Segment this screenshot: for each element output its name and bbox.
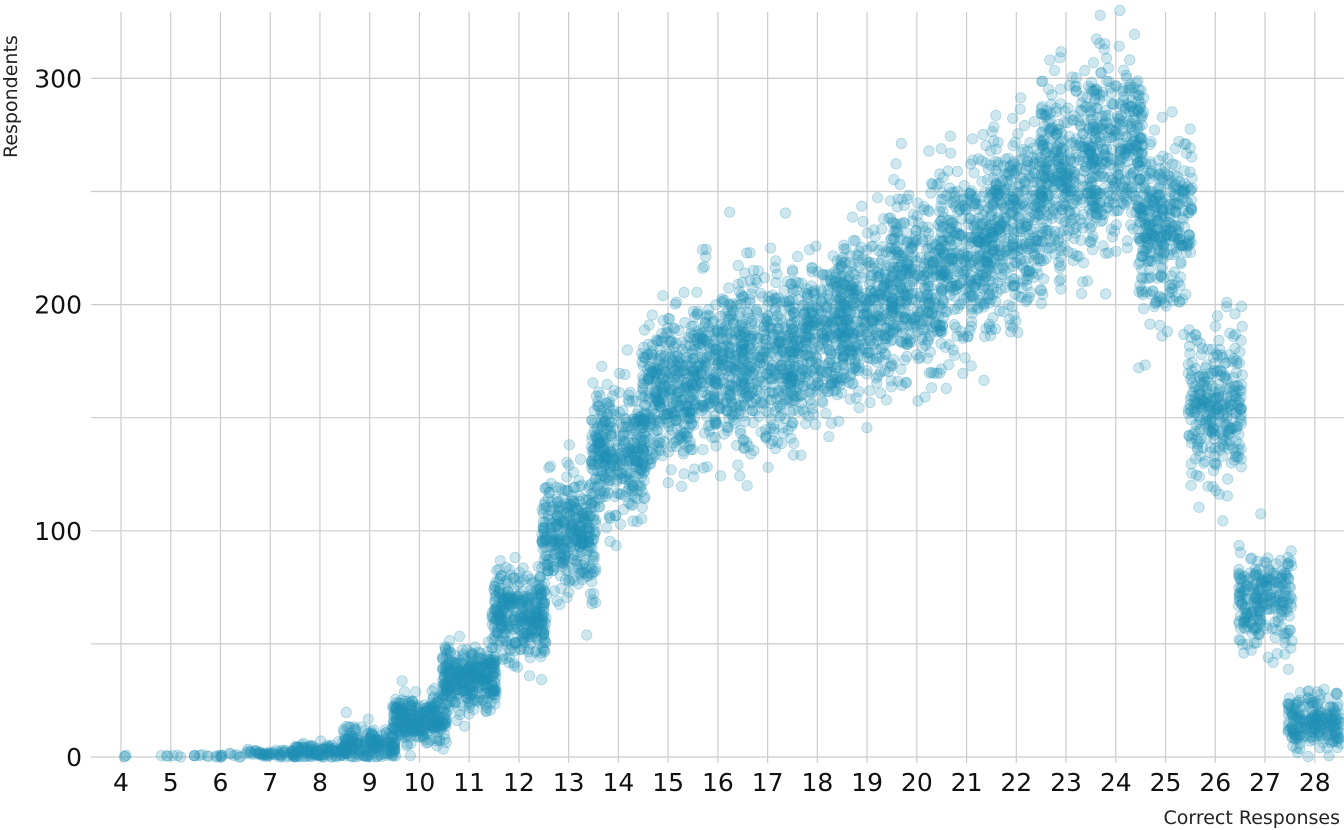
y-tick-label: 300 bbox=[34, 64, 82, 93]
x-tick-label: 11 bbox=[453, 768, 485, 797]
x-tick-label: 24 bbox=[1100, 768, 1132, 797]
x-tick-label: 19 bbox=[851, 768, 883, 797]
x-tick-label: 8 bbox=[312, 768, 328, 797]
x-tick-label: 25 bbox=[1150, 768, 1182, 797]
x-tick-label: 21 bbox=[951, 768, 983, 797]
x-tick-label: 12 bbox=[503, 768, 535, 797]
y-tick-label: 200 bbox=[34, 291, 82, 320]
x-tick-label: 28 bbox=[1299, 768, 1331, 797]
x-tick-label: 16 bbox=[702, 768, 734, 797]
grid-lines bbox=[91, 12, 1344, 763]
x-tick-label: 26 bbox=[1199, 768, 1231, 797]
x-tick-label: 14 bbox=[602, 768, 634, 797]
y-tick-label: 100 bbox=[34, 517, 82, 546]
x-tick-label: 22 bbox=[1000, 768, 1032, 797]
x-tick-label: 20 bbox=[901, 768, 933, 797]
x-axis-ticks: 4 5 6 7 8 9 10 11 12 13 14 15 16 17 18 19 20 21 22 23 24 25 26… bbox=[113, 768, 1331, 797]
x-tick-label: 9 bbox=[362, 768, 378, 797]
x-tick-label: 15 bbox=[652, 768, 684, 797]
x-tick-label: 27 bbox=[1249, 768, 1281, 797]
x-axis-title: Correct Responses bbox=[1163, 807, 1340, 829]
x-tick-label: 23 bbox=[1050, 768, 1082, 797]
x-tick-label: 5 bbox=[163, 768, 179, 797]
data-points bbox=[118, 4, 1344, 763]
x-tick-label: 6 bbox=[213, 768, 229, 797]
y-axis-title: Respondents bbox=[0, 35, 22, 158]
x-tick-label: 18 bbox=[801, 768, 833, 797]
y-axis-ticks: 0 100 200 300 bbox=[34, 64, 82, 772]
y-tick-label: 0 bbox=[66, 743, 82, 772]
x-tick-label: 4 bbox=[113, 768, 129, 797]
x-tick-label: 13 bbox=[553, 768, 585, 797]
x-tick-label: 17 bbox=[752, 768, 784, 797]
x-tick-label: 7 bbox=[262, 768, 278, 797]
x-tick-label: 10 bbox=[404, 768, 436, 797]
